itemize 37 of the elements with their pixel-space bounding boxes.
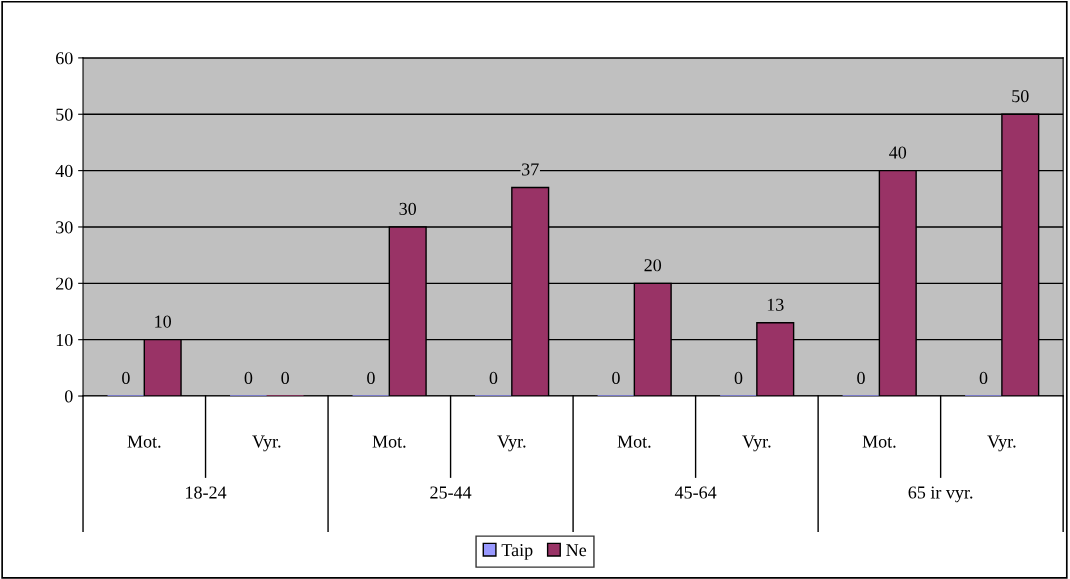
- x-tick-label: Mot.: [127, 435, 161, 448]
- y-tick-label: 60: [56, 52, 73, 65]
- y-tick-label: 20: [56, 277, 73, 290]
- data-label: 37: [522, 163, 539, 176]
- legend-label: Taip: [501, 544, 533, 560]
- data-label: 40: [889, 146, 907, 159]
- text: 45-64: [674, 486, 717, 499]
- x-tick-label: Vyr.: [742, 435, 771, 452]
- data-label: 0: [612, 371, 620, 385]
- data-label: 0: [857, 371, 865, 385]
- x-tick-label: Vyr.: [252, 435, 281, 452]
- x-tick-label: Mot.: [862, 435, 896, 448]
- data-label: 0: [244, 371, 253, 385]
- data-label: 20: [644, 259, 662, 272]
- y-tick-label: 0: [64, 390, 73, 403]
- data-label: 50: [1012, 90, 1029, 103]
- y-tick-label: 10: [56, 333, 73, 347]
- x-tick-label: Vyr.: [987, 435, 1016, 452]
- y-tick-label: 50: [56, 108, 73, 121]
- data-label: 10: [155, 315, 172, 328]
- data-label: 0: [734, 371, 743, 385]
- y-tick-label: 40: [55, 164, 73, 178]
- data-label: 0: [281, 371, 290, 385]
- text: 25-44: [430, 486, 472, 499]
- data-label: 13: [767, 298, 784, 311]
- data-label: 0: [979, 371, 988, 385]
- x-tick-label: Mot.: [617, 435, 651, 448]
- data-label: 0: [122, 371, 130, 385]
- legend-label: Ne: [566, 544, 587, 557]
- data-label: 30: [399, 202, 417, 215]
- y-tick-label: 30: [56, 221, 73, 234]
- x-tick-label: Vyr.: [497, 435, 526, 452]
- data-label: 0: [489, 371, 498, 385]
- text: 18-24: [186, 486, 227, 499]
- data-label: 0: [367, 371, 375, 385]
- text: 65 ir vyr.: [908, 486, 973, 503]
- x-tick-label: Mot.: [372, 435, 406, 448]
